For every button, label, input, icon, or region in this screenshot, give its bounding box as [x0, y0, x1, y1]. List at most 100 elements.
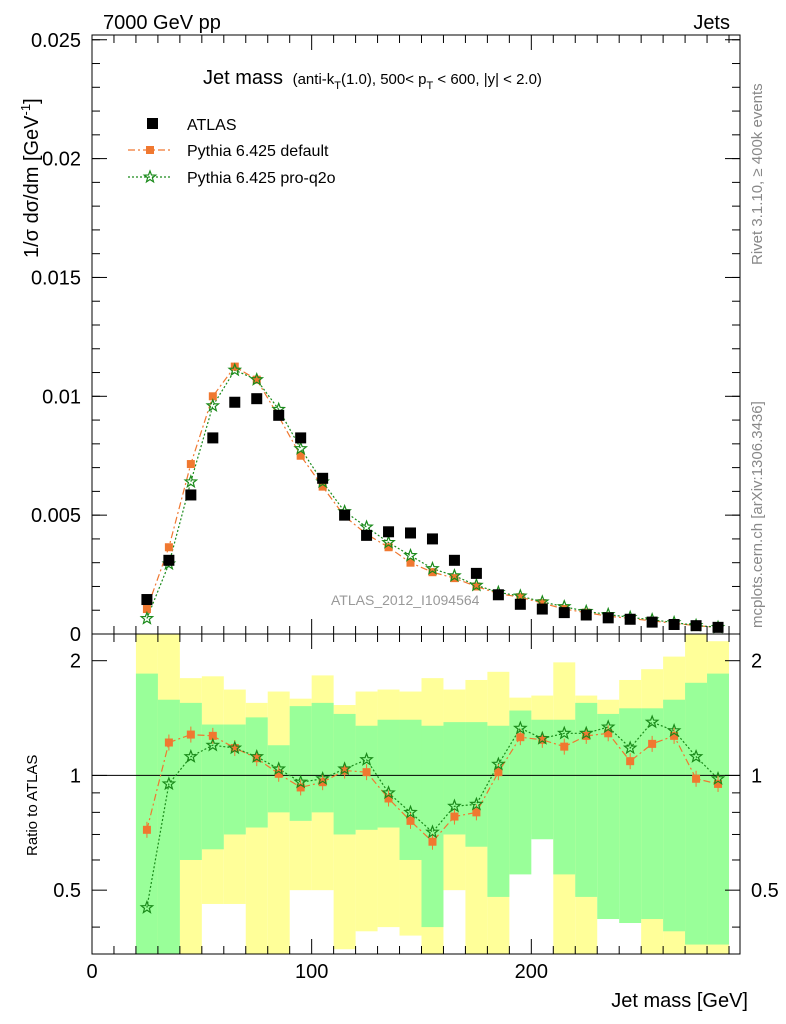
default-point	[296, 451, 305, 460]
ratio-default-point	[252, 754, 261, 763]
ratio-default-point	[428, 837, 437, 846]
atlas-point	[273, 409, 285, 421]
ratio-axes: 0.5 0.5 1 1 2 2 0 100 200	[53, 634, 779, 983]
ratio-default-point	[230, 744, 239, 753]
ratio-default-point	[274, 769, 283, 778]
default-point	[230, 362, 239, 371]
ratio-proq2o-point	[139, 899, 155, 914]
default-point	[406, 558, 415, 567]
ratio-default-point	[340, 766, 349, 775]
ratio-default-line	[146, 732, 719, 843]
main-y-tick-label: 0.015	[31, 267, 81, 289]
ratio-default-point	[318, 778, 327, 787]
ratio-band-inner	[311, 702, 334, 813]
proq2o-point	[359, 519, 374, 534]
ratio-default-point	[362, 768, 371, 777]
ratio-proq2o-point	[315, 771, 330, 786]
ratio-band-inner	[509, 710, 532, 875]
ratio-bands-layer	[135, 634, 730, 954]
main-y-tick-label: 0	[70, 624, 81, 646]
ratio-default-point	[208, 731, 217, 740]
ratio-proq2o-point	[556, 725, 572, 740]
legend-item-proq2o: Pythia 6.425 pro-q2o	[128, 169, 336, 187]
atlas-point	[470, 567, 482, 579]
atlas-point	[668, 618, 680, 630]
proq2o-point	[139, 610, 155, 625]
header-left: 7000 GeV pp	[103, 12, 221, 34]
ratio-proq2o-point	[183, 748, 199, 763]
legend-atlas-marker	[147, 118, 158, 129]
ratio-proq2o-point	[205, 737, 221, 752]
proq2o-point	[183, 474, 199, 489]
atlas-point	[295, 432, 307, 444]
proq2o-point	[447, 568, 462, 583]
ratio-default-point	[384, 794, 393, 803]
ratio-band-inner	[245, 717, 268, 828]
ratio-default-point	[670, 731, 679, 740]
legend-proq2o-label: Pythia 6.425 pro-q2o	[187, 170, 336, 187]
default-point	[516, 593, 525, 602]
ratio-y-tick-label-right: 0.5	[751, 880, 779, 902]
ratio-band-inner	[575, 702, 598, 897]
ratio-proq2o-point	[425, 824, 440, 839]
atlas-point	[383, 526, 395, 538]
main-data-layer	[139, 362, 726, 634]
ratio-proq2o-point	[161, 776, 177, 791]
legend: ATLAS Pythia 6.425 default Pythia 6.425 …	[128, 117, 336, 187]
ratio-band-inner	[487, 725, 510, 897]
rivet-label: Rivet 3.1.10, ≥ 400k events	[749, 83, 766, 265]
ratio-proq2o-point	[666, 723, 682, 737]
ratio-panel-frame	[91, 633, 741, 955]
proq2o-point	[469, 577, 484, 592]
default-point	[186, 460, 195, 469]
ratio-default-point	[186, 730, 195, 739]
main-y-tick-label: 0.02	[42, 149, 81, 171]
atlas-point	[448, 554, 460, 566]
default-point	[428, 568, 437, 577]
default-point	[318, 482, 327, 491]
atlas-point	[207, 432, 219, 444]
ratio-band-inner	[289, 706, 312, 821]
main-y-tick-label: 0.025	[31, 30, 81, 52]
atlas-point	[185, 489, 197, 501]
default-point	[472, 582, 481, 591]
atlas-point	[580, 609, 592, 621]
proq2o-point	[513, 588, 528, 603]
default-point	[384, 543, 393, 552]
main-y-tick-label: 0.01	[42, 386, 81, 408]
ratio-proq2o-point	[293, 774, 309, 789]
ratio-default-point	[604, 729, 613, 738]
atlas-point	[317, 472, 329, 484]
atlas-point	[229, 396, 241, 408]
proq2o-point	[227, 362, 243, 377]
legend-atlas-label: ATLAS	[187, 117, 237, 134]
ratio-default-point	[516, 733, 525, 742]
main-axes: 0 0.005 0.01 0.015 0.02 0.025	[31, 30, 740, 646]
ratio-proq2o-point	[249, 748, 265, 763]
ratio-proq2o-point	[644, 714, 660, 729]
ratio-band-inner	[465, 722, 488, 847]
ratio-default-point	[560, 742, 569, 751]
header-right: Jets	[693, 12, 730, 34]
x-tick-label: 0	[86, 961, 97, 983]
ratio-band-inner	[201, 724, 224, 850]
ratio-default-point	[472, 808, 481, 817]
ratio-band-inner	[553, 719, 576, 875]
ratio-proq2o-point	[710, 771, 726, 786]
legend-item-default: Pythia 6.425 default	[128, 143, 329, 160]
legend-default-label: Pythia 6.425 default	[187, 143, 329, 160]
ratio-proq2o-point	[491, 756, 506, 771]
ratio-proq2o-point	[271, 761, 287, 776]
default-point	[252, 375, 261, 384]
atlas-point	[251, 393, 263, 405]
ratio-default-point	[142, 825, 151, 834]
ratio-band-inner	[597, 713, 620, 920]
ratio-band-inner	[179, 702, 202, 860]
main-title: Jet mass (anti-kT(1.0), 500< pT < 600, |…	[203, 67, 542, 92]
ratio-data-layer	[92, 714, 740, 914]
atlas-point	[712, 621, 724, 633]
ratio-band-inner	[443, 722, 466, 835]
default-point	[538, 599, 547, 608]
ratio-default-point	[538, 735, 547, 744]
proq2o-point	[249, 371, 265, 386]
